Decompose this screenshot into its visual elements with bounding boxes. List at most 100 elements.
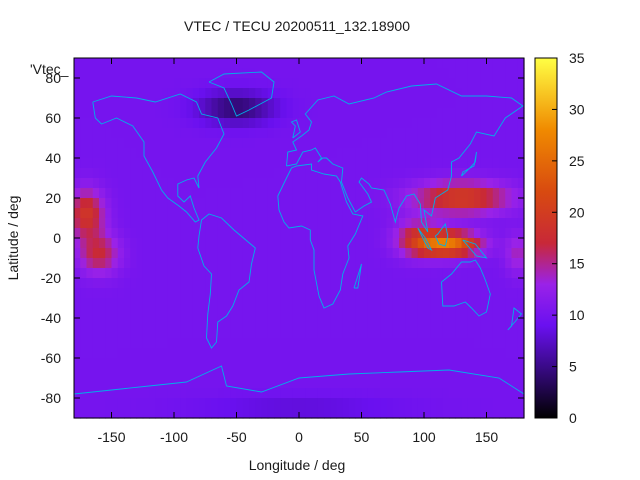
heatmap-cell bbox=[105, 278, 113, 289]
heatmap-cell bbox=[417, 228, 425, 239]
heatmap-cell bbox=[405, 78, 413, 89]
heatmap-cell bbox=[299, 378, 306, 389]
heatmap-cell bbox=[299, 218, 306, 229]
heatmap-cell bbox=[324, 398, 331, 409]
heatmap-cell bbox=[455, 358, 463, 369]
heatmap-cell bbox=[324, 78, 331, 89]
heatmap-cell bbox=[349, 288, 356, 299]
heatmap-cell bbox=[99, 58, 106, 69]
heatmap-cell bbox=[224, 98, 231, 109]
heatmap-cell bbox=[380, 288, 388, 299]
heatmap-cell bbox=[217, 378, 225, 389]
heatmap-cell bbox=[292, 98, 300, 109]
heatmap-cell bbox=[192, 278, 200, 289]
heatmap-cell bbox=[374, 278, 381, 289]
heatmap-cell bbox=[186, 288, 194, 299]
heatmap-cell bbox=[305, 368, 313, 379]
heatmap-cell bbox=[292, 118, 300, 129]
heatmap-cell bbox=[336, 248, 344, 259]
heatmap-cell bbox=[361, 238, 369, 249]
heatmap-cell bbox=[292, 88, 300, 99]
heatmap-cell bbox=[380, 138, 388, 149]
heatmap-cell bbox=[255, 368, 263, 379]
heatmap-cell bbox=[517, 138, 525, 149]
heatmap-cell bbox=[274, 398, 281, 409]
heatmap-cell bbox=[280, 338, 288, 349]
heatmap-cell bbox=[342, 318, 350, 329]
heatmap-cell bbox=[161, 368, 169, 379]
heatmap-cell bbox=[492, 378, 500, 389]
heatmap-cell bbox=[442, 378, 450, 389]
heatmap-cell bbox=[486, 208, 494, 219]
heatmap-cell bbox=[374, 388, 381, 399]
heatmap-cell bbox=[499, 178, 506, 189]
heatmap-cell bbox=[267, 158, 275, 169]
heatmap-cell bbox=[274, 98, 281, 109]
heatmap-cell bbox=[324, 268, 331, 279]
heatmap-cell bbox=[111, 248, 119, 259]
heatmap-cell bbox=[386, 108, 394, 119]
heatmap-cell bbox=[236, 198, 244, 209]
heatmap-cell bbox=[261, 148, 269, 159]
heatmap-cell bbox=[349, 318, 356, 329]
heatmap-cell bbox=[467, 98, 475, 109]
heatmap-cell bbox=[174, 168, 181, 179]
heatmap-cell bbox=[136, 108, 144, 119]
heatmap-cell bbox=[386, 78, 394, 89]
heatmap-cell bbox=[424, 288, 431, 299]
heatmap-cell bbox=[286, 128, 294, 139]
heatmap-cell bbox=[317, 78, 325, 89]
heatmap-cell bbox=[155, 308, 163, 319]
heatmap-cell bbox=[174, 68, 181, 79]
heatmap-cell bbox=[274, 268, 281, 279]
heatmap-cell bbox=[105, 178, 113, 189]
heatmap-cell bbox=[217, 188, 225, 199]
heatmap-cell bbox=[92, 368, 100, 379]
heatmap-cell bbox=[267, 178, 275, 189]
heatmap-cell bbox=[217, 68, 225, 79]
heatmap-cell bbox=[249, 278, 256, 289]
heatmap-cell bbox=[467, 228, 475, 239]
heatmap-cell bbox=[386, 258, 394, 269]
heatmap-cell bbox=[436, 318, 444, 329]
coastline-path bbox=[286, 83, 524, 233]
heatmap-cell bbox=[436, 408, 444, 419]
heatmap-cell bbox=[255, 348, 263, 359]
heatmap-cell bbox=[261, 258, 269, 269]
heatmap-cell bbox=[142, 188, 150, 199]
heatmap-cell bbox=[342, 338, 350, 349]
heatmap-cell bbox=[399, 408, 406, 419]
heatmap-cell bbox=[499, 248, 506, 259]
heatmap-cell bbox=[155, 328, 163, 339]
heatmap-cell bbox=[124, 58, 131, 69]
heatmap-cell bbox=[405, 318, 413, 329]
heatmap-cell bbox=[486, 78, 494, 89]
heatmap-cell bbox=[417, 58, 425, 69]
heatmap-cell bbox=[511, 78, 519, 89]
heatmap-cell bbox=[242, 238, 250, 249]
heatmap-cell bbox=[411, 288, 419, 299]
heatmap-cell bbox=[74, 348, 81, 359]
heatmap-cell bbox=[155, 128, 163, 139]
heatmap-cell bbox=[149, 378, 156, 389]
heatmap-cell bbox=[474, 108, 481, 119]
heatmap-cell bbox=[511, 168, 519, 179]
heatmap-cell bbox=[136, 258, 144, 269]
heatmap-cell bbox=[336, 178, 344, 189]
heatmap-cell bbox=[99, 258, 106, 269]
heatmap-cell bbox=[311, 298, 319, 309]
heatmap-cell bbox=[267, 238, 275, 249]
heatmap-cell bbox=[305, 228, 313, 239]
heatmap-cell bbox=[336, 228, 344, 239]
heatmap-cell bbox=[424, 68, 431, 79]
heatmap-cell bbox=[205, 118, 213, 129]
heatmap-cell bbox=[367, 318, 375, 329]
heatmap-cell bbox=[330, 358, 338, 369]
heatmap-cell bbox=[186, 368, 194, 379]
heatmap-cell bbox=[211, 148, 219, 159]
heatmap-cell bbox=[355, 258, 363, 269]
heatmap-cell bbox=[124, 388, 131, 399]
heatmap-cell bbox=[486, 198, 494, 209]
heatmap-cell bbox=[299, 228, 306, 239]
heatmap-cell bbox=[361, 168, 369, 179]
